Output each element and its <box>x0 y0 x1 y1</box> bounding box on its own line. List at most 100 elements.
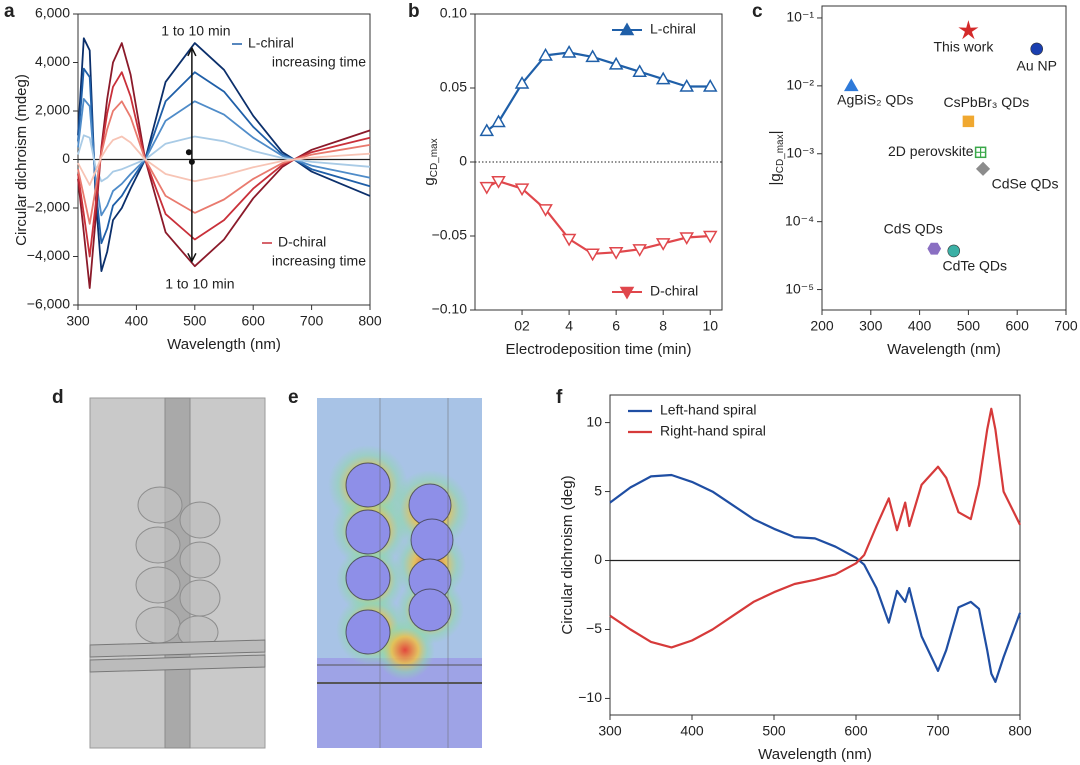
marker <box>491 114 506 128</box>
marker <box>947 244 961 258</box>
point-label: This work <box>933 38 994 54</box>
marker <box>702 79 718 92</box>
plot-frame <box>821 5 1067 311</box>
x-tick-label: 300 <box>859 318 883 334</box>
x-tick-label: 200 <box>810 318 834 334</box>
y-tick-label: 5 <box>594 482 602 498</box>
x-tick-label: 400 <box>908 318 932 334</box>
y-axis-label-part: |g <box>767 173 784 185</box>
panel-label: a <box>4 1 15 22</box>
y-tick-label: 10⁻¹ <box>786 9 814 25</box>
point-label: CsPbBr₃ QDs <box>943 94 1029 110</box>
y-tick-label: −6,000 <box>27 296 70 312</box>
panel-label: f <box>556 387 563 408</box>
x-tick-label: 500 <box>957 318 981 334</box>
y-axis-label: Circular dichroism (deg) <box>559 475 576 634</box>
marker <box>927 242 942 255</box>
x-tick-label: 6 <box>612 318 620 334</box>
y-tick-label: 0.10 <box>440 5 467 21</box>
y-tick-label: −10 <box>578 689 602 705</box>
series-line <box>77 71 371 258</box>
point-label: 2D perovskite <box>888 143 974 159</box>
point-label: AgBiS₂ QDs <box>837 92 913 108</box>
point-label: CdSe QDs <box>992 176 1059 192</box>
plot-frame <box>609 394 1021 716</box>
x-tick-label: 300 <box>598 723 622 739</box>
y-axis-label-part: | <box>767 130 784 134</box>
x-tick-label: 10 <box>702 318 718 334</box>
y-tick-label: 6,000 <box>35 5 70 21</box>
y-tick-label: 10⁻³ <box>786 144 814 160</box>
y-tick-label: 0.05 <box>440 79 467 95</box>
y-axis-label: |gCD_max| <box>767 130 786 185</box>
x-tick-label: 400 <box>680 723 704 739</box>
x-tick-label: 300 <box>66 313 90 329</box>
arrow-dot <box>185 149 192 156</box>
annotation: increasing time <box>272 253 366 269</box>
y-axis-label: gCD_max <box>421 138 440 185</box>
marker <box>585 49 600 63</box>
marker <box>975 161 991 176</box>
marker <box>958 20 979 40</box>
x-axis-label: Wavelength (nm) <box>167 336 281 353</box>
marker <box>538 47 553 61</box>
marker <box>632 244 647 257</box>
arrow-head <box>187 46 197 264</box>
series-line <box>77 135 371 186</box>
y-tick-label: 10 <box>586 413 602 429</box>
point-label: CdTe QDs <box>942 258 1007 274</box>
marker <box>538 204 553 217</box>
y-tick-label: 10⁻⁵ <box>785 280 814 296</box>
y-axis-label-sub: CD_max <box>429 138 440 177</box>
y-tick-label: 0 <box>459 153 467 169</box>
y-axis-label-part: Circular dichroism (deg) <box>559 475 576 634</box>
y-tick-label: −4,000 <box>27 247 70 263</box>
point-label: Au NP <box>1016 58 1056 74</box>
marker <box>632 64 647 77</box>
x-tick-label: 500 <box>762 723 786 739</box>
marker <box>585 248 600 262</box>
x-tick-label: 400 <box>125 313 149 329</box>
legend-label: L-chiral <box>650 21 696 37</box>
marker <box>655 238 671 251</box>
annotation: 1 to 10 min <box>165 276 234 292</box>
y-tick-label: −2,000 <box>27 199 70 215</box>
marker <box>679 232 695 245</box>
x-tick-label: 4 <box>565 318 573 334</box>
panel-label: d <box>52 387 64 408</box>
y-tick-label: 10⁻² <box>786 77 814 93</box>
x-tick-label: 02 <box>514 318 530 334</box>
marker <box>561 44 577 58</box>
x-axis-label: Electrodeposition time (min) <box>506 341 692 358</box>
model-d <box>89 397 266 749</box>
series-line <box>609 407 1021 649</box>
marker <box>514 76 530 89</box>
series-line <box>486 51 711 132</box>
annotation: 1 to 10 min <box>161 23 230 39</box>
x-tick-label: 700 <box>1054 318 1078 334</box>
marker <box>702 230 718 244</box>
y-tick-label: −5 <box>586 620 602 636</box>
panel-label: e <box>288 387 299 408</box>
y-tick-label: 10⁻⁴ <box>785 212 814 228</box>
series-line <box>609 473 1022 683</box>
legend-label: D-chiral <box>650 283 698 299</box>
model-e <box>317 398 482 748</box>
x-tick-label: 700 <box>300 313 324 329</box>
marker <box>962 115 975 128</box>
marker <box>561 233 577 247</box>
legend-label: Right-hand spiral <box>660 423 766 439</box>
series-line <box>77 42 371 289</box>
x-tick-label: 500 <box>183 313 207 329</box>
y-axis-label-sub: CD_max <box>775 134 786 173</box>
marker <box>608 247 624 260</box>
x-tick-label: 700 <box>926 723 950 739</box>
x-tick-label: 600 <box>1006 318 1030 334</box>
point-label: CdS QDs <box>884 220 943 236</box>
y-tick-label: −0.10 <box>432 301 468 317</box>
y-tick-label: 0 <box>62 150 70 166</box>
marker <box>479 181 495 195</box>
marker <box>1030 42 1044 56</box>
